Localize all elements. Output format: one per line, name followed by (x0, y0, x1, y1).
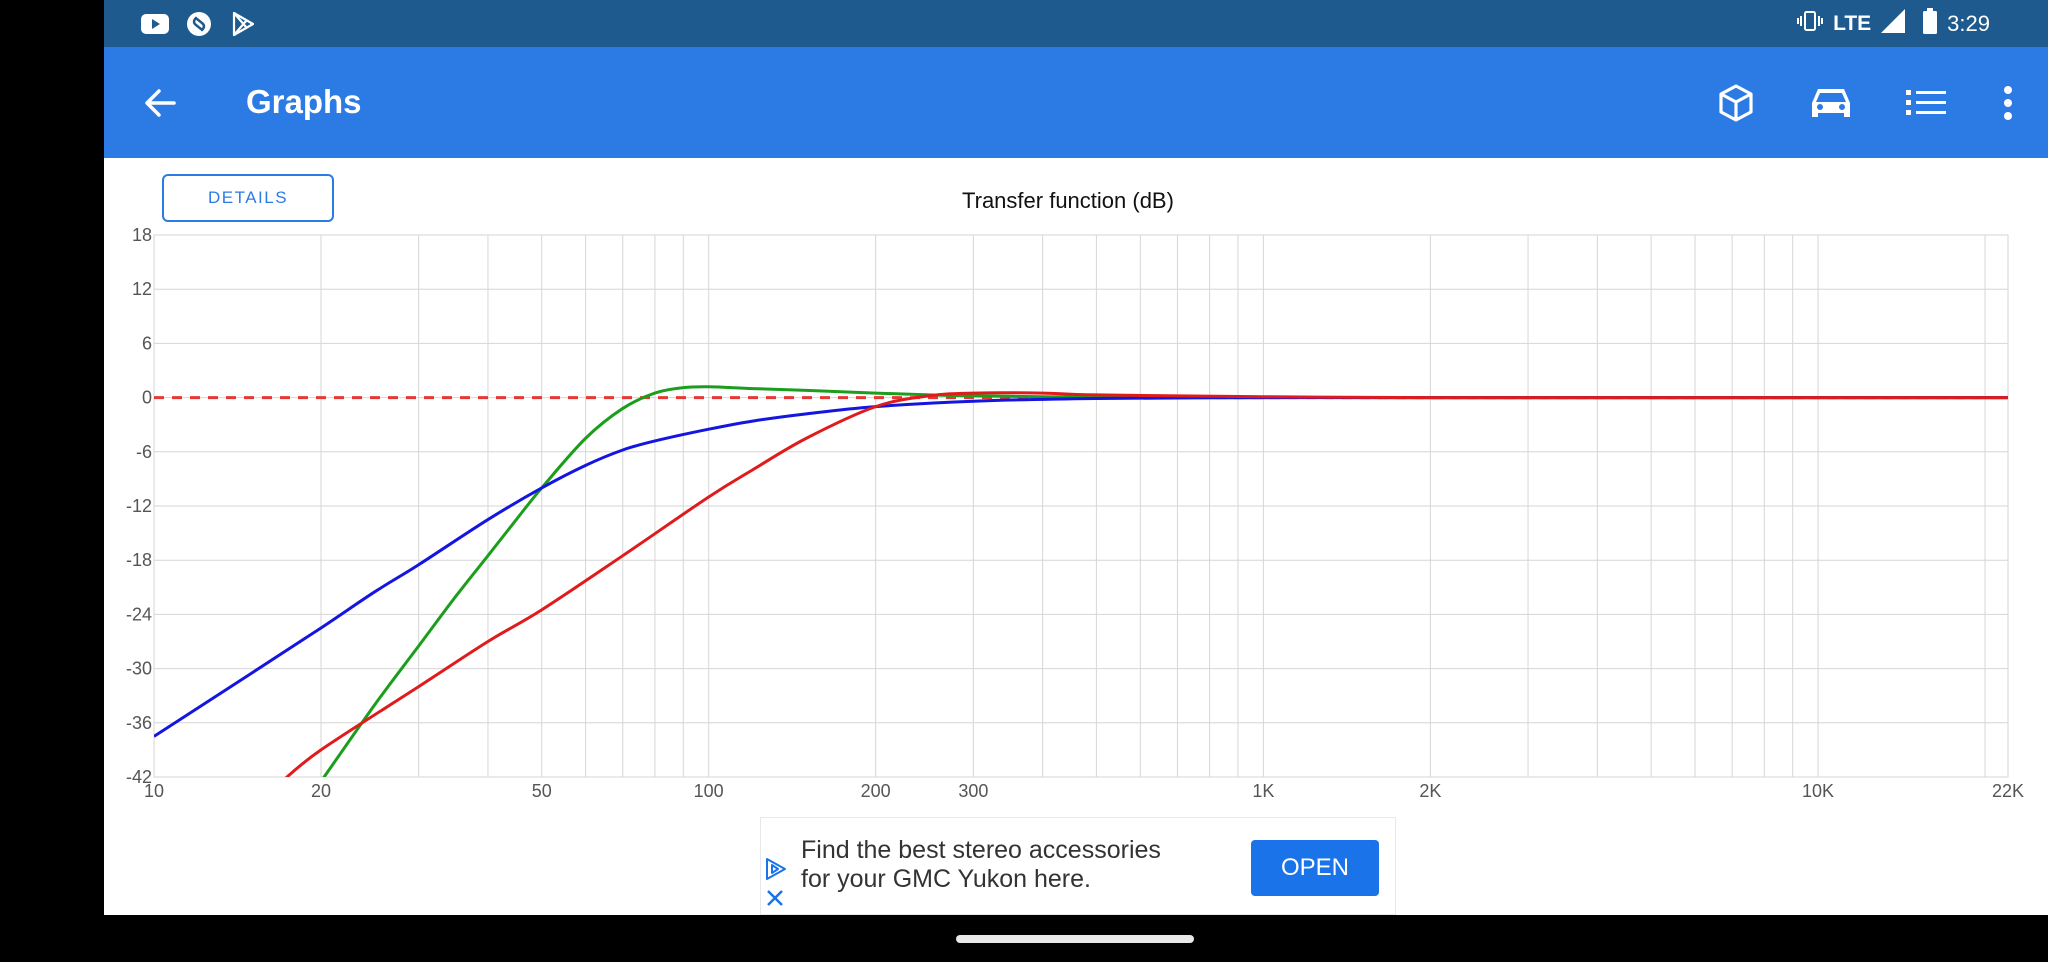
close-icon[interactable] (765, 888, 785, 913)
more-vert-icon (2004, 86, 2012, 120)
y-tick-label: -24 (126, 604, 152, 624)
play-store-icon (228, 10, 258, 38)
car-button[interactable] (1803, 75, 1859, 131)
battery-icon (1923, 8, 1938, 40)
y-tick-label: 12 (132, 279, 152, 299)
back-button[interactable] (134, 77, 186, 129)
x-tick-label: 200 (861, 781, 891, 801)
x-tick-label: 20 (311, 781, 331, 801)
network-label: LTE (1833, 12, 1872, 35)
y-tick-label: -30 (126, 659, 152, 679)
ad-text-line1: Find the best stereo accessories (801, 836, 1161, 864)
x-tick-label: 22K (1992, 781, 2024, 801)
details-button[interactable]: DETAILS (162, 174, 334, 222)
overflow-menu-button[interactable] (1980, 75, 2036, 131)
ad-banner[interactable]: Find the best stereo accessories for you… (760, 817, 1396, 915)
y-tick-label: -42 (126, 767, 152, 787)
y-tick-label: -12 (126, 496, 152, 516)
x-tick-label: 1K (1252, 781, 1274, 801)
x-tick-label: 300 (958, 781, 988, 801)
x-tick-label: 10K (1802, 781, 1834, 801)
vibrate-icon (1797, 10, 1824, 38)
y-tick-label: -18 (126, 550, 152, 570)
home-gesture-handle[interactable] (956, 935, 1194, 943)
series-line-3 (284, 391, 2008, 777)
y-tick-label: 6 (142, 333, 152, 353)
arrow-left-icon (145, 89, 176, 117)
app-screen: LTE 3:29 Graphs DETAILS Transfer funct (104, 0, 2048, 915)
app-bar: Graphs (104, 47, 2048, 158)
signal-icon (1881, 9, 1906, 39)
y-tick-label: 0 (142, 388, 152, 408)
status-bar: LTE 3:29 (104, 0, 2048, 47)
ad-open-button[interactable]: OPEN (1251, 840, 1379, 896)
car-icon (1812, 89, 1850, 117)
ad-choices-icon[interactable] (763, 856, 789, 887)
ad-text-line2: for your GMC Yukon here. (801, 865, 1091, 893)
x-tick-label: 10 (144, 781, 164, 801)
y-tick-label: -36 (126, 713, 152, 733)
ad-text: Find the best stereo accessories for you… (801, 836, 1161, 894)
x-tick-label: 100 (694, 781, 724, 801)
status-time: 3:29 (1947, 11, 1990, 36)
list-icon (1906, 90, 1946, 115)
cube-icon (1719, 84, 1753, 122)
page-title: Graphs (246, 83, 362, 120)
cube-button[interactable] (1708, 75, 1764, 131)
y-tick-label: -6 (136, 442, 152, 462)
list-button[interactable] (1898, 75, 1954, 131)
shazam-icon (184, 10, 214, 38)
x-tick-label: 50 (532, 781, 552, 801)
y-tick-label: 18 (132, 225, 152, 245)
chart-title: Transfer function (dB) (962, 188, 1174, 213)
youtube-icon (140, 10, 170, 38)
x-tick-label: 2K (1419, 781, 1441, 801)
